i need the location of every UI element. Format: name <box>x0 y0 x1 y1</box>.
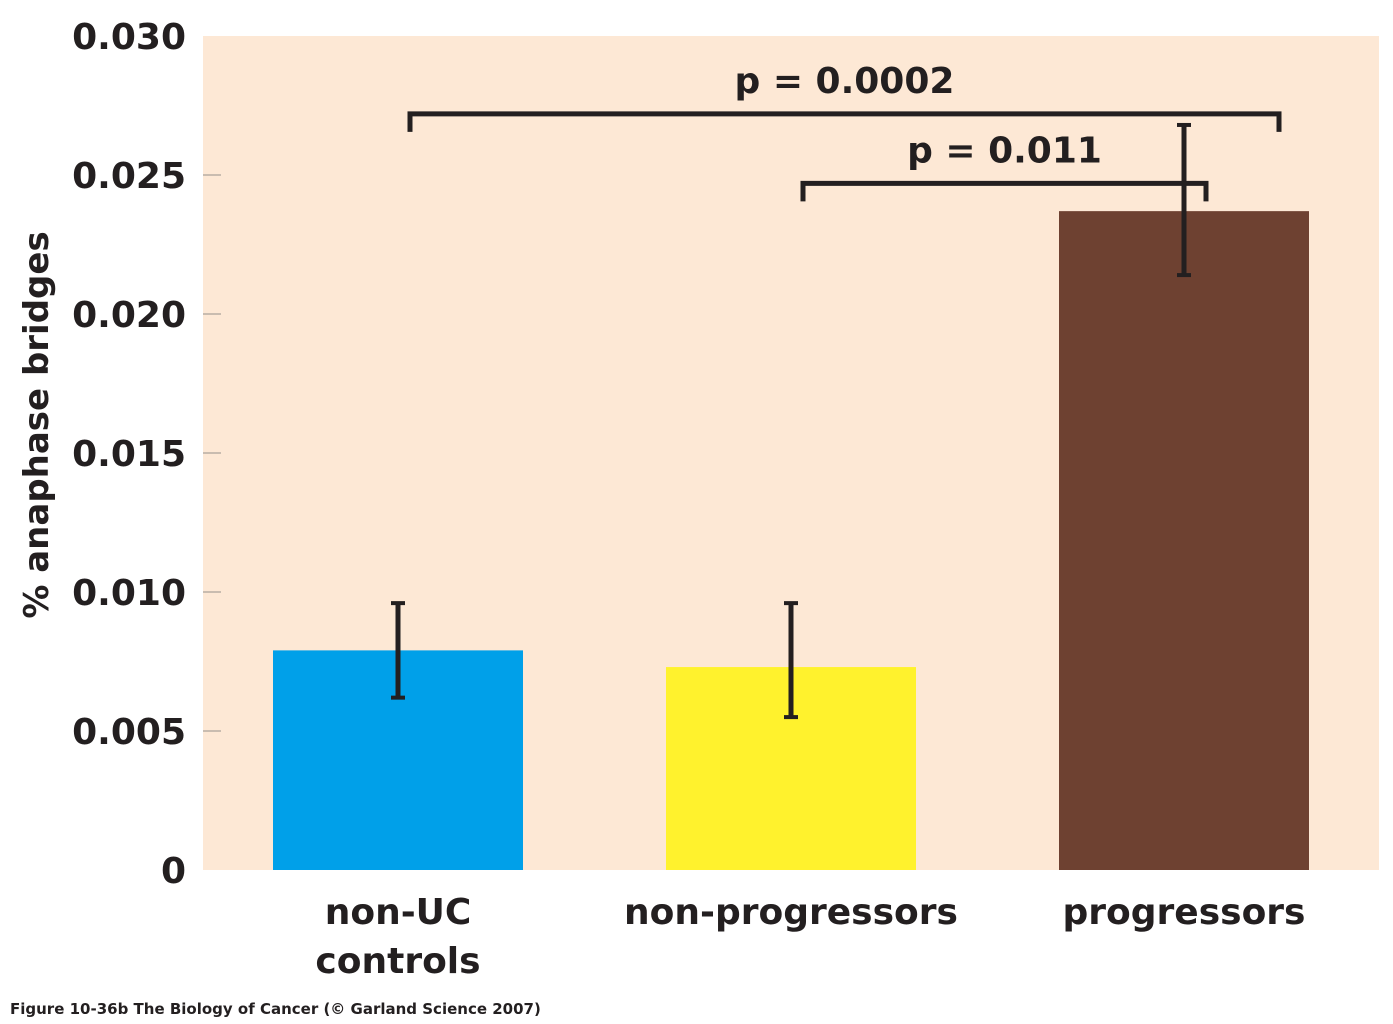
category-labels: non-UC controls non-progressors progressors <box>315 892 1305 982</box>
category-label: progressors <box>1063 892 1306 933</box>
y-tick-label: 0.015 <box>72 434 186 475</box>
figure-caption: Figure 10-36b The Biology of Cancer (© G… <box>10 1000 541 1018</box>
significance-annotations: p = 0.0002 p = 0.011 <box>407 61 1282 202</box>
y-axis-label: % anaphase bridges <box>17 231 57 618</box>
y-axis: 0 0.005 0.010 0.015 0.020 0.025 0.030 <box>72 17 221 892</box>
y-tick-label: 0.030 <box>72 17 186 58</box>
significance-bracket <box>407 111 1282 132</box>
bars <box>273 211 1309 870</box>
p-value-label: p = 0.011 <box>907 130 1102 171</box>
significance-bracket <box>800 180 1209 202</box>
bar <box>1059 211 1309 870</box>
error-bars <box>391 122 1191 720</box>
p-value-label: p = 0.0002 <box>735 61 955 102</box>
y-tick-label: 0.010 <box>72 573 186 614</box>
category-label: non-UC <box>325 892 472 933</box>
category-label: non-progressors <box>624 892 958 933</box>
y-tick-label: 0.005 <box>72 712 186 753</box>
y-tick-label: 0 <box>161 851 186 892</box>
y-tick-label: 0.025 <box>72 156 186 197</box>
category-label: controls <box>315 941 480 982</box>
y-tick-label: 0.020 <box>72 295 186 336</box>
